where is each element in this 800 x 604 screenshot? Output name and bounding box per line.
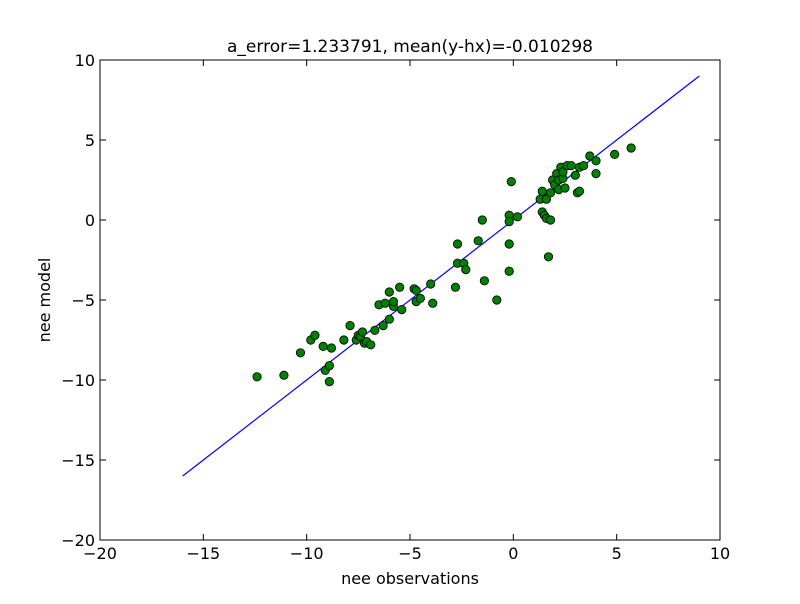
data-point [545,188,556,198]
y-tick-label: 5 [85,131,95,150]
data-point [566,161,576,171]
data-point [609,149,620,159]
data-point [339,335,349,345]
data-point [370,325,380,335]
data-point [384,314,394,324]
data-point [384,287,394,297]
data-point [477,215,487,225]
y-tick-label: −10 [61,371,95,390]
data-point [560,183,570,193]
data-point [545,215,556,225]
x-tick-label: 5 [612,544,622,563]
data-point [591,156,601,166]
chart-title: a_error=1.233791, mean(y-hx)=-0.010298 [227,37,593,57]
data-point [428,298,438,308]
data-point [415,293,425,303]
data-point [395,282,405,292]
data-point [295,348,306,358]
data-point [310,330,320,340]
data-point [504,239,514,249]
data-point [578,161,589,171]
data-point [326,343,337,353]
data-point [378,320,388,331]
data-point [537,186,547,196]
data-point [452,239,463,249]
x-tick-label: −10 [290,544,324,563]
y-axis: −20 −15 −10 −5 0 5 10 [61,51,720,550]
data-point [388,296,399,307]
plot-area [182,75,700,477]
data-point [541,194,552,204]
y-tick-label: −5 [71,291,95,310]
x-tick-label: −15 [186,544,220,563]
data-point [461,264,471,275]
data-point [324,376,334,387]
data-point [506,177,516,187]
data-point [380,298,390,308]
data-point [279,370,289,380]
x-tick-label: 0 [508,544,518,563]
data-point [574,186,585,196]
data-point [345,320,355,331]
x-axis: −20 −15 −10 −5 0 5 10 [83,60,730,563]
y-axis-label: nee model [35,258,54,343]
data-point [397,304,407,315]
x-tick-label: −5 [398,544,422,563]
data-point [543,252,554,262]
data-point [411,285,421,295]
data-point [591,169,601,179]
data-point [252,372,262,382]
fit-line [182,75,700,477]
data-point [570,170,580,180]
y-tick-label: 0 [85,211,95,230]
x-tick-label: −20 [83,544,117,563]
x-tick-label: 10 [710,544,730,563]
data-point [318,341,328,351]
data-point [558,167,568,177]
y-tick-label: −15 [61,451,95,470]
data-point [626,143,636,153]
data-point [479,276,489,286]
data-point [366,340,376,350]
data-point [357,327,368,337]
data-point [324,360,334,371]
data-point [512,212,523,222]
data-point [504,217,514,227]
y-tick-label: 10 [75,51,95,70]
x-axis-label: nee observations [341,569,479,588]
data-point [450,282,461,292]
data-point [473,236,483,246]
y-tick-label: −20 [61,531,95,550]
data-point [585,151,595,161]
data-point [504,266,514,276]
data-point [426,279,436,289]
data-point [492,295,502,305]
